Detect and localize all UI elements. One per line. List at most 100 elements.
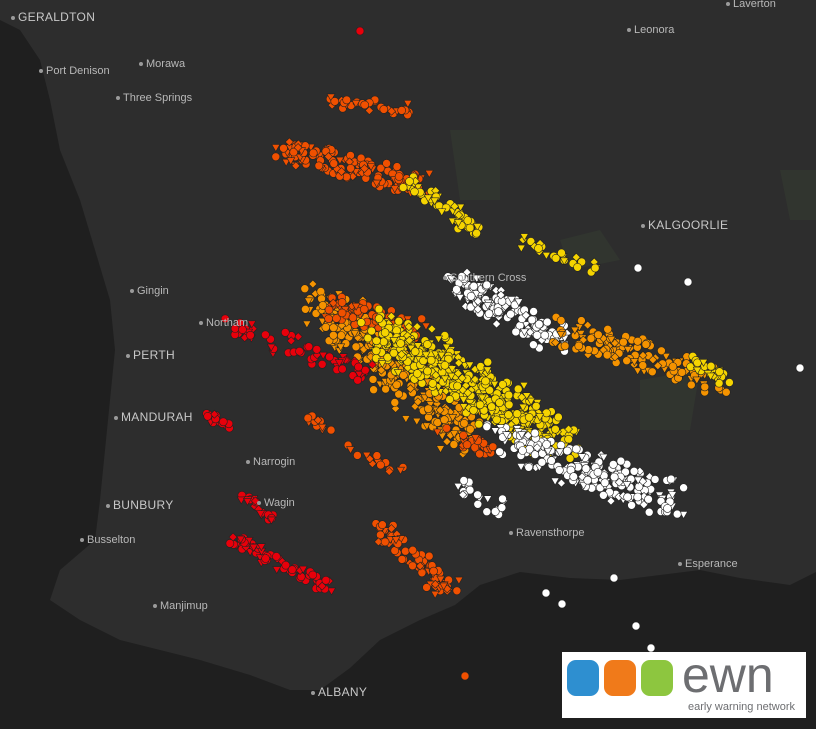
lightning-strike xyxy=(490,380,500,389)
lightning-strike xyxy=(302,320,312,329)
lightning-strike xyxy=(452,586,462,596)
lightning-strike xyxy=(653,361,663,371)
lightning-strike xyxy=(609,573,619,583)
lightning-strike xyxy=(279,144,288,153)
lightning-strike xyxy=(485,385,494,395)
lightning-strike xyxy=(394,389,404,399)
lightning-strike xyxy=(519,233,529,242)
lightning-strike xyxy=(465,485,475,495)
lightning-strike xyxy=(326,425,336,435)
lightning-strike xyxy=(497,296,507,306)
lightning-strike xyxy=(440,415,449,425)
lightning-strike xyxy=(296,572,306,582)
lightning-strike xyxy=(272,552,281,561)
place-label: KALGOORLIE xyxy=(648,218,728,232)
lightning-strike xyxy=(644,507,654,517)
lightning-strike xyxy=(616,456,626,466)
lightning-strike xyxy=(474,419,484,429)
lightning-strike xyxy=(526,237,536,246)
lightning-strike xyxy=(473,304,483,314)
lightning-strike xyxy=(458,490,468,500)
towns: GERALDTON Laverton Leonora Port Denison … xyxy=(11,0,776,699)
lightning-strike xyxy=(329,330,338,340)
lightning-strike xyxy=(540,330,550,340)
logo: ewn early warning network xyxy=(562,647,806,718)
lightning-strike xyxy=(450,201,460,211)
lightning-strike xyxy=(447,365,457,374)
lightning-strike xyxy=(453,368,463,378)
lightning-strike xyxy=(304,342,314,352)
lightning-strike xyxy=(398,183,408,192)
lightning-strike xyxy=(683,277,693,287)
lightning-strike xyxy=(256,543,266,552)
lightning-strike xyxy=(454,358,464,368)
lightning-strike xyxy=(382,159,391,168)
lightning-strike xyxy=(556,316,566,325)
lightning-strike xyxy=(498,494,507,504)
lightning-strike xyxy=(454,210,464,220)
lightning-strike xyxy=(457,373,467,383)
lightning-strike xyxy=(355,26,365,36)
lightning-strike xyxy=(321,322,331,332)
lightning-strike xyxy=(376,530,385,540)
town-marker xyxy=(39,69,43,73)
lightning-strike xyxy=(429,566,438,576)
lightning-strike xyxy=(648,355,658,365)
lightning-strike xyxy=(351,342,361,352)
lightning-strike xyxy=(610,352,620,362)
town-marker xyxy=(11,16,15,20)
lightning-strike xyxy=(571,444,581,454)
lightning-strike xyxy=(530,428,540,438)
lightning-strike xyxy=(295,346,304,356)
lightning-strike xyxy=(298,565,308,574)
lightning-strike xyxy=(692,376,702,385)
lightning-strike xyxy=(542,317,552,327)
lightning-strike xyxy=(220,314,230,324)
lightning-strike xyxy=(496,290,506,300)
lightning-strike xyxy=(495,447,504,457)
lightning-strike xyxy=(408,545,418,555)
lightning-strike xyxy=(484,309,494,319)
lightning-strike xyxy=(424,170,434,178)
lightning-strike xyxy=(699,359,709,367)
lightning-strike xyxy=(458,396,469,405)
town-marker xyxy=(509,531,513,535)
lightning-strike xyxy=(203,411,212,421)
lightning-strike xyxy=(495,398,504,408)
town-marker xyxy=(443,276,447,280)
place-label: Esperance xyxy=(685,558,738,570)
lightning-strike xyxy=(599,490,608,500)
lightning-strike xyxy=(463,388,473,398)
lightning-strike xyxy=(466,291,476,301)
lightning-strike xyxy=(606,496,616,506)
lightning-strike xyxy=(459,430,468,440)
logo-box xyxy=(562,652,806,718)
lightning-strike xyxy=(504,410,513,420)
lightning-strike xyxy=(638,361,648,370)
lightning-strike xyxy=(542,408,551,418)
lightning-strike xyxy=(314,161,324,171)
lightning-strike xyxy=(569,472,579,481)
lightning-strike xyxy=(531,401,541,411)
lightning-strike xyxy=(287,565,297,575)
lightning-strike xyxy=(498,380,507,389)
lightning-strike xyxy=(721,387,731,397)
lightning-strike xyxy=(706,361,716,371)
lightning-strike xyxy=(535,413,545,422)
lightning-strike xyxy=(401,415,411,424)
lightning-strike xyxy=(570,326,580,335)
lightning-strike xyxy=(236,496,246,505)
lightning-strike xyxy=(435,445,445,454)
lightning-strike xyxy=(346,164,355,173)
lightning-strike xyxy=(453,483,463,491)
lightning-strike xyxy=(672,509,682,519)
lightning-strike xyxy=(481,376,490,386)
lightning-strike xyxy=(281,158,291,167)
lightning-strike xyxy=(609,472,619,482)
lightning-strike xyxy=(600,478,610,488)
lightning-strike xyxy=(436,575,446,584)
lightning-strike xyxy=(421,322,431,331)
lightning-strike xyxy=(242,497,253,506)
lightning-strike xyxy=(289,147,299,157)
